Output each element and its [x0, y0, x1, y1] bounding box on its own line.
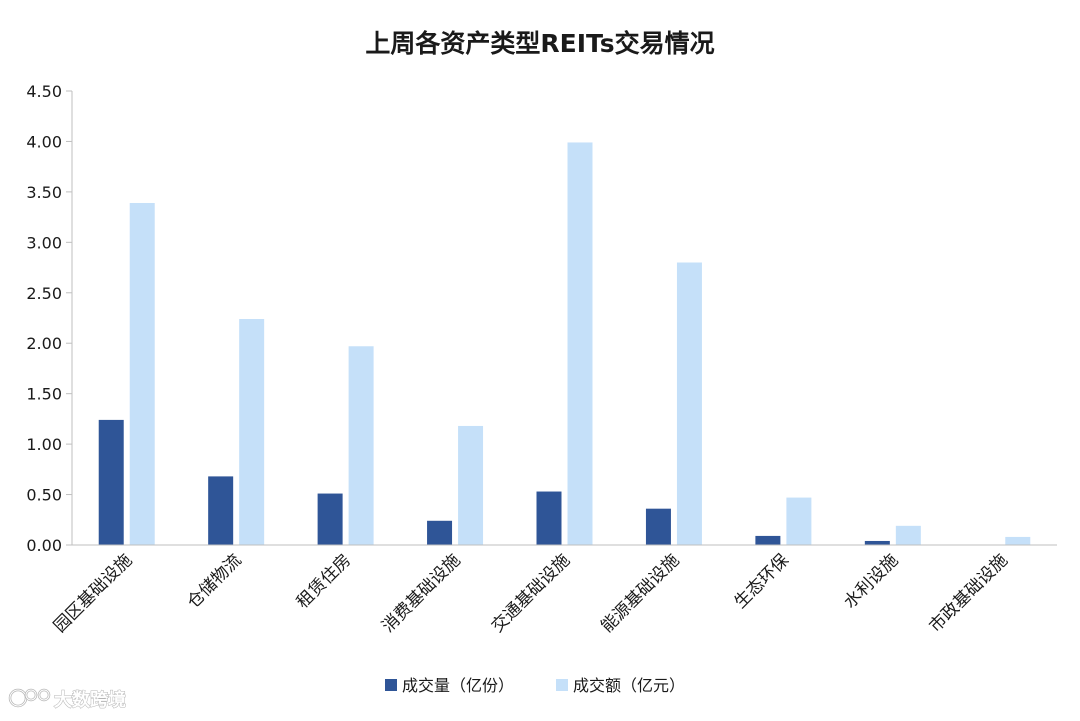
bar-volume: [645, 508, 671, 545]
x-axis: 园区基础设施 仓储物流 租赁住房 消费基础设施 交通基础设施 能源基础设施 生态环保 水利设施…: [50, 544, 1057, 637]
y-axis: 0.00 0.50 1.00 1.50 2.00 2.50 3.00 3.50 4.00 4.50: [26, 82, 73, 555]
x-tick-label: 能源基础设施: [597, 550, 683, 636]
y-tick-label: 3.00: [26, 233, 62, 252]
x-tick-label: 租赁住房: [293, 550, 355, 612]
x-tick-label: 生态环保: [731, 550, 793, 612]
y-tick-label: 2.50: [26, 284, 62, 303]
y-tick-label: 2.00: [26, 334, 62, 353]
y-tick-label: 3.50: [26, 183, 62, 202]
x-tick-label: 交通基础设施: [488, 550, 574, 636]
y-tick-label: 4.50: [26, 82, 62, 101]
bar-volume: [98, 419, 124, 545]
bar-amount: [895, 525, 921, 545]
x-tick-label: 仓储物流: [183, 550, 245, 612]
bars: [98, 142, 1031, 545]
x-tick-label: 水利设施: [840, 550, 902, 612]
bar-volume: [755, 535, 781, 545]
y-tick-label: 0.50: [26, 486, 62, 505]
bar-amount: [129, 202, 155, 545]
legend: 成交量（亿份） 成交额（亿元）: [385, 676, 685, 695]
bar-volume: [317, 493, 343, 545]
watermark: 大数跨境: [8, 688, 127, 712]
watermark-text: 大数跨境: [54, 689, 126, 711]
bar-amount: [1005, 536, 1031, 545]
bar-amount: [786, 497, 812, 545]
legend-label: 成交量（亿份）: [402, 676, 514, 695]
y-tick-label: 0.00: [26, 536, 62, 555]
legend-swatch: [385, 679, 397, 691]
bar-amount: [567, 142, 593, 545]
bar-amount: [348, 346, 374, 545]
bar-volume: [208, 476, 234, 545]
legend-swatch: [556, 679, 568, 691]
logo-icon: [8, 688, 51, 708]
y-tick-label: 1.50: [26, 385, 62, 404]
x-tick-label: 园区基础设施: [50, 550, 136, 636]
bar-amount: [458, 425, 484, 545]
bar-amount: [239, 319, 265, 545]
y-tick-label: 1.00: [26, 435, 62, 454]
bar-volume: [536, 491, 562, 545]
y-tick-label: 4.00: [26, 132, 62, 151]
bar-amount: [676, 262, 702, 545]
x-tick-label: 消费基础设施: [378, 550, 464, 636]
bar-volume: [864, 540, 890, 545]
chart-title: 上周各资产类型REITs交易情况: [365, 29, 714, 58]
legend-label: 成交额（亿元）: [573, 676, 685, 695]
bar-volume: [427, 520, 453, 545]
x-tick-label: 市政基础设施: [926, 550, 1012, 636]
